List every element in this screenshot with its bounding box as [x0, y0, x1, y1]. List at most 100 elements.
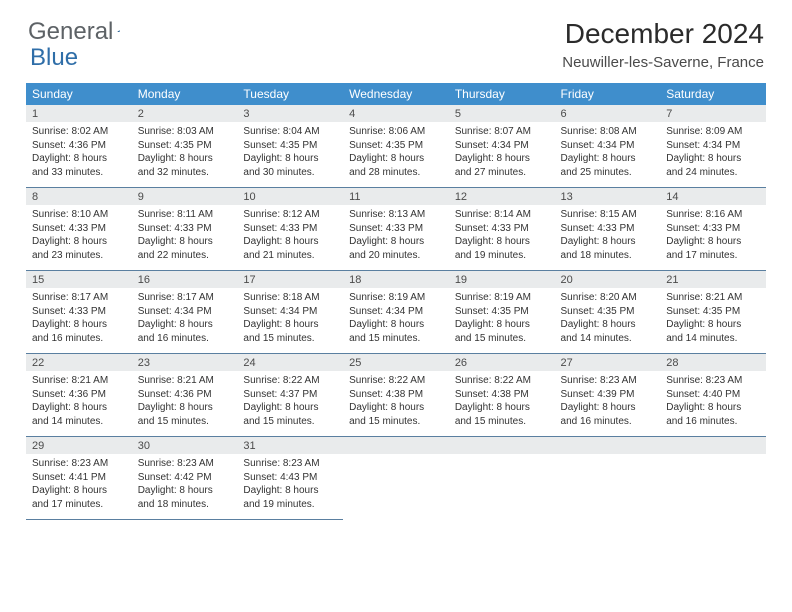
daylight-text-1: Daylight: 8 hours — [243, 484, 337, 498]
day-number: 5 — [449, 105, 555, 122]
sunrise-text: Sunrise: 8:22 AM — [349, 374, 443, 388]
dayhead-wed: Wednesday — [343, 83, 449, 105]
daylight-text-1: Daylight: 8 hours — [243, 152, 337, 166]
daylight-text-2: and 28 minutes. — [349, 166, 443, 180]
day-cell: Sunrise: 8:22 AMSunset: 4:38 PMDaylight:… — [343, 371, 449, 437]
daylight-text-2: and 14 minutes. — [666, 332, 760, 346]
sunrise-text: Sunrise: 8:04 AM — [243, 125, 337, 139]
dayhead-thu: Thursday — [449, 83, 555, 105]
day-cell: Sunrise: 8:19 AMSunset: 4:35 PMDaylight:… — [449, 288, 555, 354]
daylight-text-2: and 15 minutes. — [243, 332, 337, 346]
day-cell: Sunrise: 8:21 AMSunset: 4:35 PMDaylight:… — [660, 288, 766, 354]
sunset-text: Sunset: 4:34 PM — [349, 305, 443, 319]
logo-text-general: General — [28, 18, 113, 46]
sunrise-text: Sunrise: 8:17 AM — [32, 291, 126, 305]
sunset-text: Sunset: 4:36 PM — [138, 388, 232, 402]
daylight-text-1: Daylight: 8 hours — [138, 318, 232, 332]
sunset-text: Sunset: 4:42 PM — [138, 471, 232, 485]
sunset-text: Sunset: 4:34 PM — [455, 139, 549, 153]
sunrise-text: Sunrise: 8:23 AM — [561, 374, 655, 388]
day-number — [343, 437, 449, 455]
day-number: 15 — [26, 271, 132, 289]
daylight-text-1: Daylight: 8 hours — [455, 401, 549, 415]
sunrise-text: Sunrise: 8:12 AM — [243, 208, 337, 222]
day-number: 10 — [237, 188, 343, 206]
day-number: 7 — [660, 105, 766, 122]
day-cell — [449, 454, 555, 520]
daylight-text-1: Daylight: 8 hours — [561, 152, 655, 166]
day-cell: Sunrise: 8:23 AMSunset: 4:42 PMDaylight:… — [132, 454, 238, 520]
daylight-text-1: Daylight: 8 hours — [349, 401, 443, 415]
sunrise-text: Sunrise: 8:22 AM — [455, 374, 549, 388]
daylight-text-1: Daylight: 8 hours — [666, 235, 760, 249]
day-cell: Sunrise: 8:10 AMSunset: 4:33 PMDaylight:… — [26, 205, 132, 271]
sunset-text: Sunset: 4:35 PM — [138, 139, 232, 153]
sunset-text: Sunset: 4:38 PM — [455, 388, 549, 402]
day-number: 18 — [343, 271, 449, 289]
sunset-text: Sunset: 4:43 PM — [243, 471, 337, 485]
day-cell — [343, 454, 449, 520]
daylight-text-1: Daylight: 8 hours — [666, 318, 760, 332]
day-number: 27 — [555, 354, 661, 372]
daylight-text-1: Daylight: 8 hours — [349, 152, 443, 166]
sunrise-text: Sunrise: 8:23 AM — [666, 374, 760, 388]
day-cell: Sunrise: 8:13 AMSunset: 4:33 PMDaylight:… — [343, 205, 449, 271]
day-cell: Sunrise: 8:17 AMSunset: 4:34 PMDaylight:… — [132, 288, 238, 354]
sunrise-text: Sunrise: 8:13 AM — [349, 208, 443, 222]
daylight-text-2: and 22 minutes. — [138, 249, 232, 263]
sunrise-text: Sunrise: 8:21 AM — [138, 374, 232, 388]
daylight-text-1: Daylight: 8 hours — [138, 235, 232, 249]
sunrise-text: Sunrise: 8:23 AM — [138, 457, 232, 471]
daylight-text-1: Daylight: 8 hours — [32, 235, 126, 249]
daylight-text-2: and 16 minutes. — [32, 332, 126, 346]
location-label: Neuwiller-les-Saverne, France — [562, 54, 764, 71]
day-number: 20 — [555, 271, 661, 289]
daylight-text-1: Daylight: 8 hours — [349, 235, 443, 249]
week-3-numrow: 22232425262728 — [26, 354, 766, 372]
daylight-text-2: and 14 minutes. — [561, 332, 655, 346]
daylight-text-1: Daylight: 8 hours — [455, 318, 549, 332]
day-number: 6 — [555, 105, 661, 122]
sunset-text: Sunset: 4:33 PM — [138, 222, 232, 236]
day-cell: Sunrise: 8:20 AMSunset: 4:35 PMDaylight:… — [555, 288, 661, 354]
day-number: 28 — [660, 354, 766, 372]
day-cell: Sunrise: 8:22 AMSunset: 4:37 PMDaylight:… — [237, 371, 343, 437]
sunset-text: Sunset: 4:33 PM — [32, 222, 126, 236]
sunset-text: Sunset: 4:35 PM — [561, 305, 655, 319]
daylight-text-2: and 17 minutes. — [666, 249, 760, 263]
daylight-text-2: and 30 minutes. — [243, 166, 337, 180]
title-block: December 2024 Neuwiller-les-Saverne, Fra… — [562, 18, 764, 71]
day-cell: Sunrise: 8:02 AMSunset: 4:36 PMDaylight:… — [26, 122, 132, 188]
day-number: 12 — [449, 188, 555, 206]
header: General December 2024 Neuwiller-les-Save… — [0, 0, 792, 77]
sunrise-text: Sunrise: 8:11 AM — [138, 208, 232, 222]
sunrise-text: Sunrise: 8:10 AM — [32, 208, 126, 222]
day-number: 22 — [26, 354, 132, 372]
day-number: 3 — [237, 105, 343, 122]
daylight-text-2: and 14 minutes. — [32, 415, 126, 429]
daylight-text-2: and 17 minutes. — [32, 498, 126, 512]
sunrise-text: Sunrise: 8:02 AM — [32, 125, 126, 139]
sunrise-text: Sunrise: 8:03 AM — [138, 125, 232, 139]
day-cell: Sunrise: 8:14 AMSunset: 4:33 PMDaylight:… — [449, 205, 555, 271]
day-cell: Sunrise: 8:22 AMSunset: 4:38 PMDaylight:… — [449, 371, 555, 437]
week-2-datarow: Sunrise: 8:17 AMSunset: 4:33 PMDaylight:… — [26, 288, 766, 354]
sunrise-text: Sunrise: 8:14 AM — [455, 208, 549, 222]
daylight-text-1: Daylight: 8 hours — [666, 152, 760, 166]
day-cell: Sunrise: 8:06 AMSunset: 4:35 PMDaylight:… — [343, 122, 449, 188]
day-number: 21 — [660, 271, 766, 289]
sunset-text: Sunset: 4:36 PM — [32, 139, 126, 153]
sunset-text: Sunset: 4:34 PM — [666, 139, 760, 153]
day-cell — [555, 454, 661, 520]
day-number: 9 — [132, 188, 238, 206]
day-cell: Sunrise: 8:21 AMSunset: 4:36 PMDaylight:… — [26, 371, 132, 437]
week-4-datarow: Sunrise: 8:23 AMSunset: 4:41 PMDaylight:… — [26, 454, 766, 520]
day-number: 11 — [343, 188, 449, 206]
sunrise-text: Sunrise: 8:08 AM — [561, 125, 655, 139]
week-3-datarow: Sunrise: 8:21 AMSunset: 4:36 PM Daylight:… — [26, 371, 766, 437]
sunset-text: Sunset: 4:35 PM — [666, 305, 760, 319]
sunrise-text: Sunrise: 8:19 AM — [349, 291, 443, 305]
day-number: 14 — [660, 188, 766, 206]
daylight-text-2: and 33 minutes. — [32, 166, 126, 180]
day-cell: Sunrise: 8:07 AMSunset: 4:34 PMDaylight:… — [449, 122, 555, 188]
